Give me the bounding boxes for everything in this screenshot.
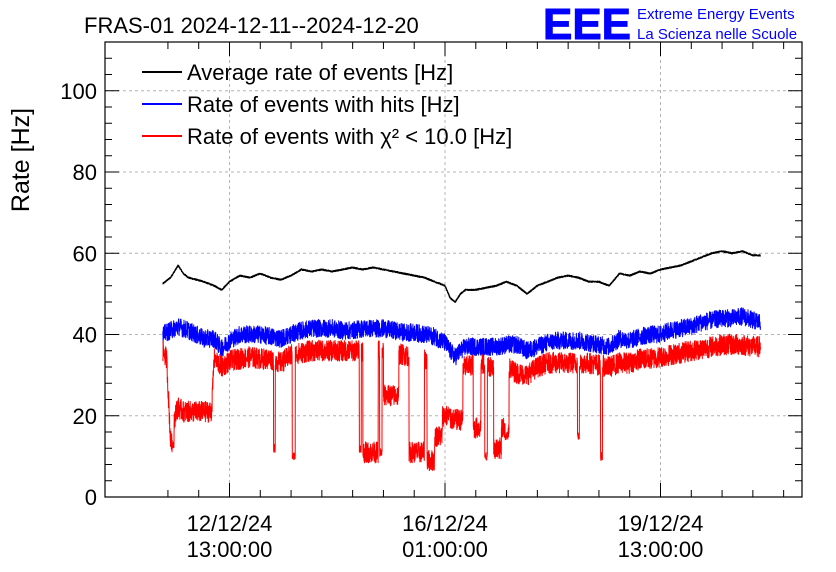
y-tick-label: 80 [73, 160, 97, 185]
x-tick-label-date: 12/12/24 [187, 511, 273, 536]
legend-label-3: Rate of events with χ² < 10.0 [Hz] [187, 124, 512, 149]
x-tick-label-time: 13:00:00 [618, 537, 704, 562]
x-tick-label-date: 19/12/24 [618, 511, 704, 536]
y-tick-label: 60 [73, 241, 97, 266]
logo-mark: EEE [543, 0, 631, 49]
axes: 02040608010012/12/2413:00:0016/12/2401:0… [60, 42, 802, 562]
series-line-1 [162, 250, 761, 303]
y-tick-label: 0 [85, 485, 97, 510]
series-line-2 [162, 307, 761, 366]
series-layer [162, 250, 761, 471]
legend-label-1: Average rate of events [Hz] [187, 60, 453, 85]
y-tick-label: 100 [60, 79, 97, 104]
logo: EEE Extreme Energy Events La Scienza nel… [543, 0, 798, 50]
x-tick-label-time: 13:00:00 [187, 537, 273, 562]
y-tick-label: 40 [73, 323, 97, 348]
x-tick-label-time: 01:00:00 [402, 537, 488, 562]
series-line-3 [162, 333, 761, 471]
legend-label-2: Rate of events with hits [Hz] [187, 92, 460, 117]
y-tick-label: 20 [73, 404, 97, 429]
logo-line2: La Scienza nelle Scuole [637, 26, 797, 43]
chart-title: FRAS-01 2024-12-11--2024-12-20 [84, 13, 419, 38]
y-axis-label: Rate [Hz] [7, 108, 35, 212]
legend: Average rate of events [Hz] Rate of event… [142, 60, 512, 149]
logo-line1: Extreme Energy Events [637, 6, 795, 23]
x-tick-label-date: 16/12/24 [402, 511, 488, 536]
